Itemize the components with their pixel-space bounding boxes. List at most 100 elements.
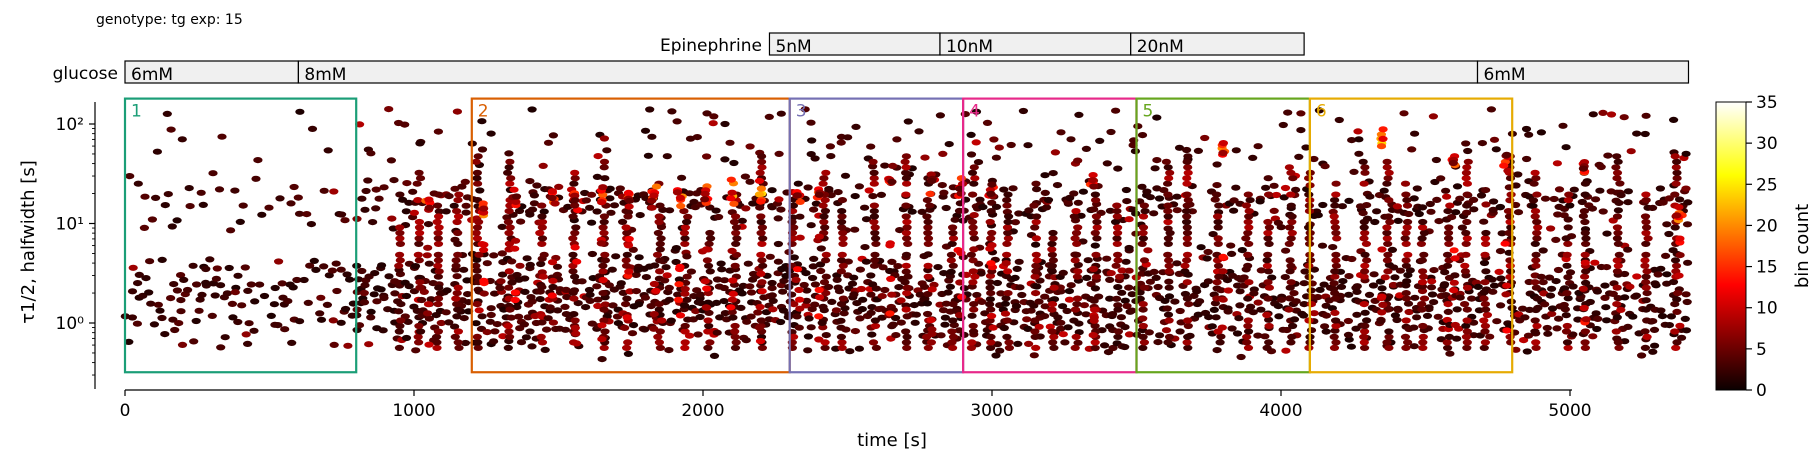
- heatmap-bin: [543, 315, 553, 322]
- heatmap-bin: [1562, 339, 1573, 346]
- heatmap-bin: [696, 300, 706, 307]
- heatmap-bin: [1296, 110, 1306, 117]
- heatmap-bin: [1531, 175, 1541, 182]
- heatmap-bin: [1003, 290, 1013, 297]
- heatmap-bin: [700, 278, 710, 285]
- heatmap-bin: [415, 140, 425, 147]
- heatmap-bin: [989, 136, 999, 143]
- heatmap-bin: [1329, 280, 1339, 287]
- heatmap-bin: [757, 344, 768, 351]
- heatmap-bin: [1581, 268, 1591, 275]
- region-label: 2: [478, 102, 489, 122]
- heatmap-bin: [302, 211, 312, 218]
- heatmap-bin: [1683, 199, 1693, 206]
- heatmap-bin: [1616, 306, 1626, 313]
- heatmap-bin: [657, 317, 667, 324]
- heatmap-bin: [1451, 209, 1461, 216]
- heatmap-bin: [404, 283, 414, 290]
- heatmap-bin: [864, 187, 874, 194]
- heatmap-bin: [1613, 240, 1623, 247]
- heatmap-bin: [708, 120, 718, 127]
- heatmap-bin: [1359, 339, 1369, 346]
- heatmap-bin: [1331, 322, 1341, 330]
- heatmap-bin: [1418, 218, 1428, 226]
- heatmap-bin: [1469, 332, 1479, 339]
- heatmap-bin: [144, 289, 154, 296]
- heatmap-bin: [605, 195, 615, 202]
- heatmap-bin: [1544, 274, 1555, 281]
- heatmap-bin: [1626, 148, 1636, 155]
- heatmap-bin: [1149, 210, 1159, 217]
- heatmap-bin: [1417, 301, 1427, 308]
- heatmap-bin: [950, 216, 960, 223]
- heatmap-bin: [395, 257, 405, 264]
- heatmap-bin: [1611, 164, 1621, 171]
- heatmap-bin: [1467, 295, 1477, 302]
- heatmap-bin: [794, 286, 804, 294]
- heatmap-bin: [857, 306, 867, 313]
- heatmap-bin: [374, 195, 384, 202]
- heatmap-bin: [1092, 218, 1102, 226]
- heatmap-bin: [459, 266, 469, 273]
- heatmap-bin: [1264, 240, 1274, 247]
- heatmap-bin: [514, 313, 524, 320]
- heatmap-bin: [684, 190, 695, 197]
- heatmap-bin: [654, 301, 664, 308]
- heatmap-bin: [867, 331, 877, 338]
- heatmap-bin: [1164, 284, 1174, 291]
- heatmap-bin: [1489, 282, 1500, 289]
- heatmap-bin: [756, 317, 766, 324]
- heatmap-bin: [1145, 194, 1155, 201]
- heatmap-hotspot: [814, 191, 825, 198]
- heatmap-bin: [452, 313, 462, 320]
- heatmap-bin: [538, 162, 548, 169]
- heatmap-bin: [1608, 290, 1618, 297]
- heatmap-bin: [1637, 352, 1647, 359]
- heatmap-bin: [1536, 273, 1546, 280]
- heatmap-bin: [901, 262, 911, 269]
- heatmap-bin: [1200, 134, 1210, 142]
- heatmap-bin: [1376, 317, 1386, 325]
- heatmap-bin: [1641, 218, 1651, 226]
- heatmap-bin: [1070, 235, 1080, 242]
- heatmap-bin: [868, 158, 878, 165]
- heatmap-hotspot: [729, 200, 739, 207]
- heatmap-bin: [520, 275, 530, 282]
- heatmap-bin: [1244, 328, 1254, 335]
- heatmap-bin: [1262, 257, 1272, 264]
- heatmap-bin: [1204, 314, 1214, 321]
- heatmap-bin: [1049, 296, 1060, 303]
- heatmap-bin: [920, 283, 930, 290]
- heatmap-bin: [1427, 278, 1437, 285]
- heatmap-bin: [1330, 197, 1340, 204]
- heatmap-bin: [1495, 248, 1506, 255]
- heatmap-bin: [1163, 218, 1173, 226]
- heatmap-bin: [946, 268, 956, 275]
- heatmap-bin: [1003, 235, 1014, 242]
- heatmap-bin: [390, 290, 400, 297]
- heatmap-bin: [125, 173, 135, 180]
- heatmap-bin: [876, 191, 887, 198]
- heatmap-bin: [1479, 317, 1489, 324]
- heatmap-bin: [1362, 317, 1372, 324]
- heatmap-bin: [1331, 191, 1341, 198]
- epinephrine-label: Epinephrine: [660, 36, 762, 56]
- heatmap-bin: [1382, 257, 1392, 264]
- heatmap-bin: [850, 328, 861, 335]
- heatmap-bin: [1330, 202, 1340, 209]
- heatmap-bin: [620, 324, 630, 331]
- heatmap-bin: [587, 219, 597, 226]
- heatmap-bin: [1461, 169, 1471, 176]
- heatmap-bin: [527, 343, 537, 350]
- heatmap-bin: [927, 326, 937, 333]
- y-axis-label: τ1/2, halfwidth [s]: [18, 160, 39, 323]
- heatmap-bin: [1138, 306, 1148, 313]
- heatmap-bin: [364, 341, 374, 348]
- heatmap-bin: [474, 307, 484, 314]
- heatmap-bin: [497, 223, 507, 230]
- heatmap-bin: [505, 180, 515, 187]
- heatmap-bin: [1083, 257, 1093, 264]
- heatmap-bin: [1361, 240, 1371, 247]
- heatmap-bin: [1443, 262, 1453, 269]
- heatmap-bin: [1489, 198, 1499, 205]
